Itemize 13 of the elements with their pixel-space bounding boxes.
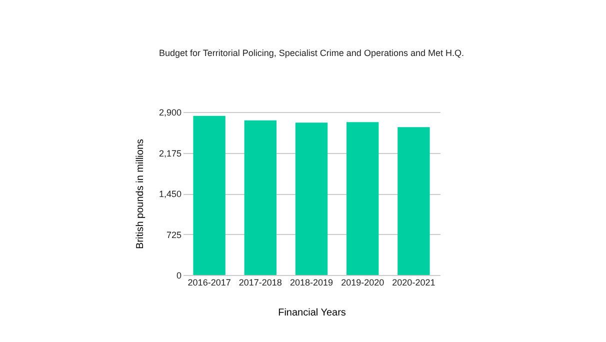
- x-tick-label: 2018-2019: [290, 278, 334, 288]
- x-tick-label: 2017-2018: [238, 278, 282, 288]
- y-tick-label: 1,450: [158, 189, 182, 199]
- x-tick-label: 2016-2017: [188, 278, 231, 288]
- y-tick-label: 2,900: [158, 108, 182, 118]
- x-tick-label: 2020-2021: [392, 278, 436, 288]
- y-tick-label: 0: [176, 270, 182, 280]
- x-tick-label: 2019-2020: [341, 278, 384, 288]
- y-tick-label: 2,175: [158, 148, 182, 158]
- y-axis-title: British pounds in millions: [134, 138, 146, 250]
- chart-title: Budget for Territorial Policing, Specialist Crime and Operations and Met H.Q.: [159, 48, 464, 58]
- x-axis-title: Financial Years: [278, 308, 346, 318]
- y-tick-label: 725: [166, 230, 182, 240]
